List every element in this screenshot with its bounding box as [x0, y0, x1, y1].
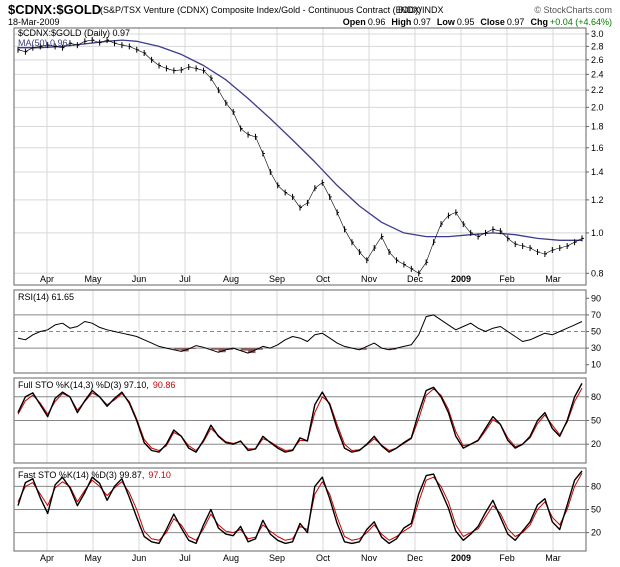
rsi-oversold-fill — [188, 348, 197, 349]
y-tick-label: 50 — [591, 416, 601, 426]
x-tick-label: Dec — [407, 553, 424, 563]
ohlc-label: Close — [480, 17, 505, 27]
chart-exchange: INDX/INDX — [398, 5, 444, 15]
legend-entry: Full STO %K(14,3) %D(3) 97.10, — [18, 380, 149, 390]
rsi-oversold-fill — [255, 348, 263, 350]
full-sto-panel: 80 50 20 Full STO %K(14,3) %D(3) 97.10, 90.8… — [13, 377, 601, 464]
y-tick-label: 90 — [591, 293, 601, 303]
x-tick-label: Nov — [361, 274, 378, 284]
y-tick-label: 10 — [591, 360, 601, 370]
legend-entry: $CDNX:$GOLD (Daily) 0.97 — [18, 28, 130, 38]
x-tick-label: Jul — [179, 553, 191, 563]
ohlc-value: +0.04 (+4.64%) — [550, 17, 612, 27]
y-tick-label: 50 — [591, 327, 601, 337]
sto-d-line — [17, 387, 583, 451]
ohlc-label: Chg — [530, 17, 548, 27]
y-tick-label: 1.8 — [591, 121, 604, 131]
x-tick-label: Oct — [316, 553, 331, 563]
y-tick-label: 70 — [591, 310, 601, 320]
rsi-panel: 90 70 50 30 10 RSI(14) 61.65 — [13, 289, 601, 374]
x-tick-label: 2009 — [451, 553, 471, 563]
rsi-oversold-fill — [210, 348, 219, 350]
y-tick-label: 30 — [591, 343, 601, 353]
ohlc-value: 0.95 — [457, 17, 475, 27]
ohlc-summary: +0.04 (+4.64%)Chg0.97Close0.95Low0.97Hig… — [343, 17, 612, 27]
y-tick-label: 1.6 — [591, 143, 604, 153]
rsi-oversold-fill — [218, 348, 226, 353]
x-tick-label: Apr — [40, 274, 54, 284]
y-tick-label: 50 — [591, 505, 601, 515]
fast-sto-panel: 80 50 20 Fast STO %K(14) %D(3) 99.87, 97.10 — [13, 467, 601, 552]
y-tick-label: 80 — [591, 481, 601, 491]
y-tick-label: 20 — [591, 528, 601, 538]
sto-k-line — [17, 383, 583, 453]
x-tick-label: Sep — [269, 274, 285, 284]
ohlc-value: 0.97 — [507, 17, 525, 27]
chart-description: (S&P/TSX Venture (CDNX) Composite Index/… — [100, 5, 421, 15]
x-tick-label: May — [84, 274, 102, 284]
y-tick-label: 2.4 — [591, 69, 604, 79]
rsi-oversold-fill — [359, 348, 367, 350]
y-tick-label: 2.0 — [591, 102, 604, 112]
y-tick-label: 80 — [591, 392, 601, 402]
x-tick-label: May — [84, 553, 102, 563]
ohlc-label: High — [391, 17, 411, 27]
x-tick-label: Mar — [545, 274, 561, 284]
ohlc-label: Open — [343, 17, 366, 27]
rsi-oversold-fill — [173, 348, 182, 350]
x-axis-labels: Apr Apr May May Jun Jun Jul Jul Aug Aug Sep Sep Oct O… — [40, 274, 561, 563]
y-tick-label: 2.2 — [591, 85, 604, 95]
stockcharts-watermark: © StockCharts.com — [534, 5, 612, 15]
x-tick-label: 2009 — [451, 274, 471, 284]
x-tick-label: Jun — [132, 553, 147, 563]
y-tick-label: 1.0 — [591, 228, 604, 238]
x-tick-label: Sep — [269, 553, 285, 563]
x-tick-label: Aug — [223, 274, 239, 284]
ohlc-label: Low — [437, 17, 456, 27]
x-tick-label: Mar — [545, 553, 561, 563]
legend-entry: MA(50) 0.96 — [18, 38, 68, 48]
legend-entry: RSI(14) 61.65 — [18, 292, 74, 302]
sto-k-line — [17, 470, 583, 545]
ohlc-value: 0.96 — [368, 17, 386, 27]
rsi-oversold-fill — [248, 348, 256, 354]
x-tick-label: Jul — [179, 274, 191, 284]
x-tick-label: Aug — [223, 553, 239, 563]
x-tick-label: Dec — [407, 274, 424, 284]
price-panel: 3.0 2.8 2.6 2.4 2.2 2.0 1.8 1.6 1.4 1.2 1.0 0.8 $CDN… — [13, 27, 604, 286]
x-tick-label: Jun — [132, 274, 147, 284]
legend-entry: 97.10 — [148, 470, 171, 480]
chart-date: 18-Mar-2009 — [8, 17, 60, 27]
rsi-oversold-fill — [240, 348, 249, 351]
x-tick-label: Feb — [499, 274, 515, 284]
sto-d-line — [17, 473, 583, 541]
panel-frame — [13, 27, 587, 286]
y-tick-label: 1.2 — [591, 195, 604, 205]
x-tick-label: Feb — [499, 553, 515, 563]
price-line — [17, 39, 583, 274]
rsi-line — [17, 314, 583, 354]
y-tick-label: 2.8 — [591, 41, 604, 51]
y-tick-label: 2.6 — [591, 55, 604, 65]
x-tick-label: Apr — [40, 553, 54, 563]
x-tick-label: Nov — [361, 553, 378, 563]
y-tick-label: 3.0 — [591, 29, 604, 39]
legend-entry: 90.86 — [153, 380, 176, 390]
ohlc-value: 0.97 — [413, 17, 431, 27]
x-tick-label: Oct — [316, 274, 331, 284]
y-tick-label: 1.4 — [591, 167, 604, 177]
y-tick-label: 20 — [591, 439, 601, 449]
chart-symbol: $CDNX:$GOLD — [8, 2, 101, 17]
legend-entry: Fast STO %K(14) %D(3) 99.87, — [18, 470, 144, 480]
y-tick-label: 0.8 — [591, 268, 604, 278]
